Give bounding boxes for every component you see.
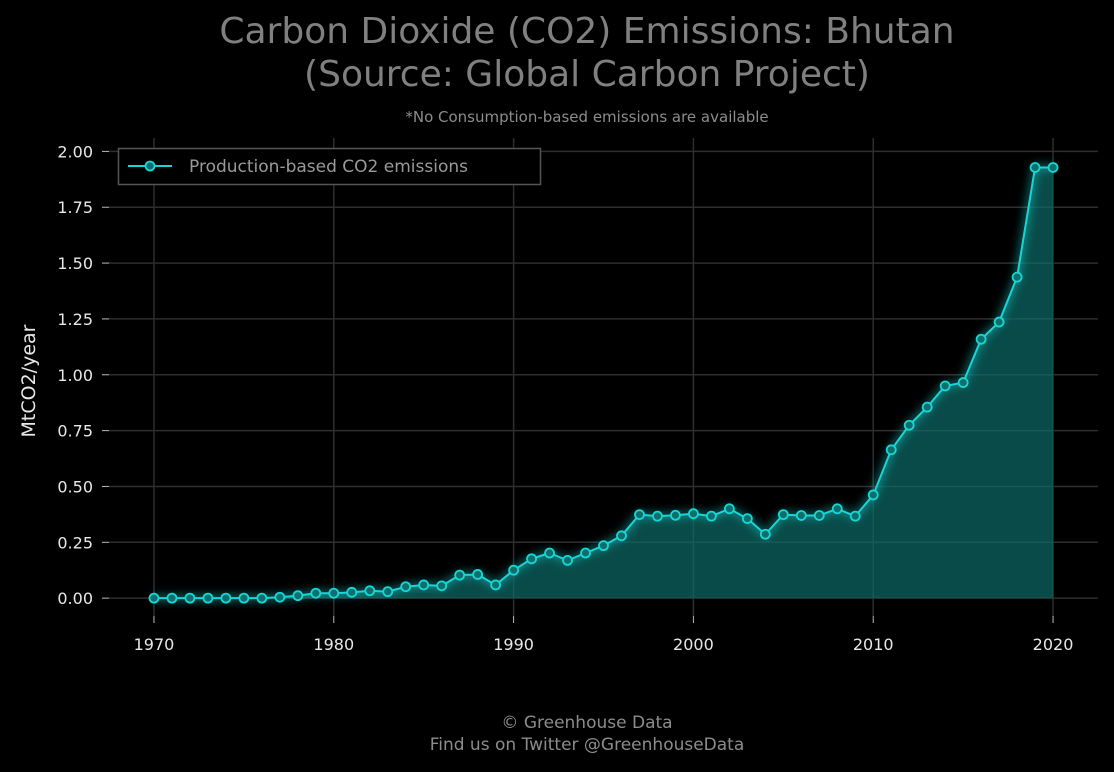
- footer-copyright: © Greenhouse Data: [501, 713, 673, 733]
- data-point: [202, 592, 214, 604]
- x-tick-label: 1970: [134, 635, 175, 654]
- data-point: [166, 592, 178, 604]
- legend-marker-swatch: [144, 160, 156, 172]
- data-point: [184, 592, 196, 604]
- data-point: [957, 377, 969, 388]
- footer: © Greenhouse Data Find us on Twitter @Gr…: [0, 712, 1114, 756]
- data-point: [220, 592, 232, 604]
- data-point: [634, 509, 645, 520]
- data-point: [418, 579, 430, 591]
- data-point: [382, 586, 394, 598]
- data-point: [993, 316, 1005, 328]
- data-point: [885, 444, 897, 456]
- chart-subtitle: *No Consumption-based emissions are avai…: [405, 108, 769, 126]
- area-layer: [153, 167, 1054, 599]
- data-point: [580, 547, 591, 559]
- series-area-fill: [153, 167, 1054, 599]
- data-point: [292, 590, 304, 602]
- y-tick-label: 0.50: [57, 477, 93, 496]
- data-point: [454, 569, 466, 581]
- data-point: [705, 510, 717, 522]
- data-point: [813, 510, 825, 521]
- data-point: [544, 547, 555, 559]
- y-axis: 0.00 0.25 0.50 0.75 1.00 1.25 1.50 1.75 2.00: [57, 142, 109, 608]
- y-tick-label: 1.25: [57, 310, 93, 329]
- data-point: [1029, 162, 1041, 173]
- data-point: [310, 587, 322, 599]
- data-point: [670, 509, 681, 521]
- data-point: [777, 509, 789, 520]
- data-point: [1047, 162, 1059, 173]
- data-point: [238, 592, 250, 604]
- legend: Production-based CO2 emissions: [117, 147, 542, 186]
- x-tick-label: 1990: [493, 635, 534, 654]
- legend-label: Production-based CO2 emissions: [189, 157, 468, 177]
- data-point: [364, 585, 376, 597]
- data-point: [148, 592, 160, 604]
- data-point: [508, 564, 519, 576]
- data-point: [975, 333, 987, 345]
- legend-frame: [117, 147, 542, 186]
- y-tick-label: 0.25: [57, 533, 93, 552]
- data-point: [562, 554, 573, 566]
- data-point: [723, 503, 735, 515]
- chart-title-line2: (Source: Global Carbon Project): [304, 54, 870, 95]
- marker-layer: [148, 162, 1059, 604]
- x-tick-label: 2010: [853, 635, 894, 654]
- data-point: [867, 489, 879, 501]
- y-tick-label: 1.75: [57, 198, 93, 217]
- data-point: [741, 513, 753, 525]
- data-point: [346, 586, 358, 598]
- data-point: [526, 553, 537, 565]
- data-point: [903, 419, 915, 431]
- data-point: [795, 510, 807, 521]
- chart-title-line1: Carbon Dioxide (CO2) Emissions: Bhutan: [219, 11, 955, 52]
- data-point: [849, 510, 861, 522]
- chart-title: Carbon Dioxide (CO2) Emissions: Bhutan (…: [0, 10, 1114, 96]
- x-tick-label: 1980: [313, 635, 354, 654]
- y-axis-label: MtCO2/year: [18, 324, 40, 437]
- data-point: [921, 401, 933, 413]
- y-tick-label: 0.75: [57, 422, 93, 441]
- data-point: [939, 380, 951, 392]
- y-tick-label: 1.00: [57, 366, 93, 385]
- data-point: [490, 579, 502, 591]
- x-axis: 1970 1980 1990 2000 2010 2020: [134, 616, 1074, 654]
- data-point: [616, 530, 627, 542]
- data-point: [652, 510, 663, 522]
- data-point: [328, 587, 340, 599]
- y-tick-label: 2.00: [57, 142, 93, 161]
- data-point: [436, 580, 448, 592]
- x-tick-label: 2000: [673, 635, 714, 654]
- y-tick-label: 0.00: [57, 589, 93, 608]
- data-point: [688, 508, 699, 520]
- x-tick-label: 2020: [1033, 635, 1074, 654]
- data-point: [400, 581, 412, 593]
- y-tick-label: 1.50: [57, 254, 93, 273]
- data-point: [1011, 271, 1023, 283]
- data-point: [472, 569, 484, 580]
- data-point: [831, 503, 843, 515]
- data-point: [274, 591, 286, 603]
- data-point: [256, 592, 268, 604]
- footer-twitter: Find us on Twitter @GreenhouseData: [429, 735, 745, 755]
- data-point: [598, 540, 609, 552]
- data-point: [759, 528, 771, 540]
